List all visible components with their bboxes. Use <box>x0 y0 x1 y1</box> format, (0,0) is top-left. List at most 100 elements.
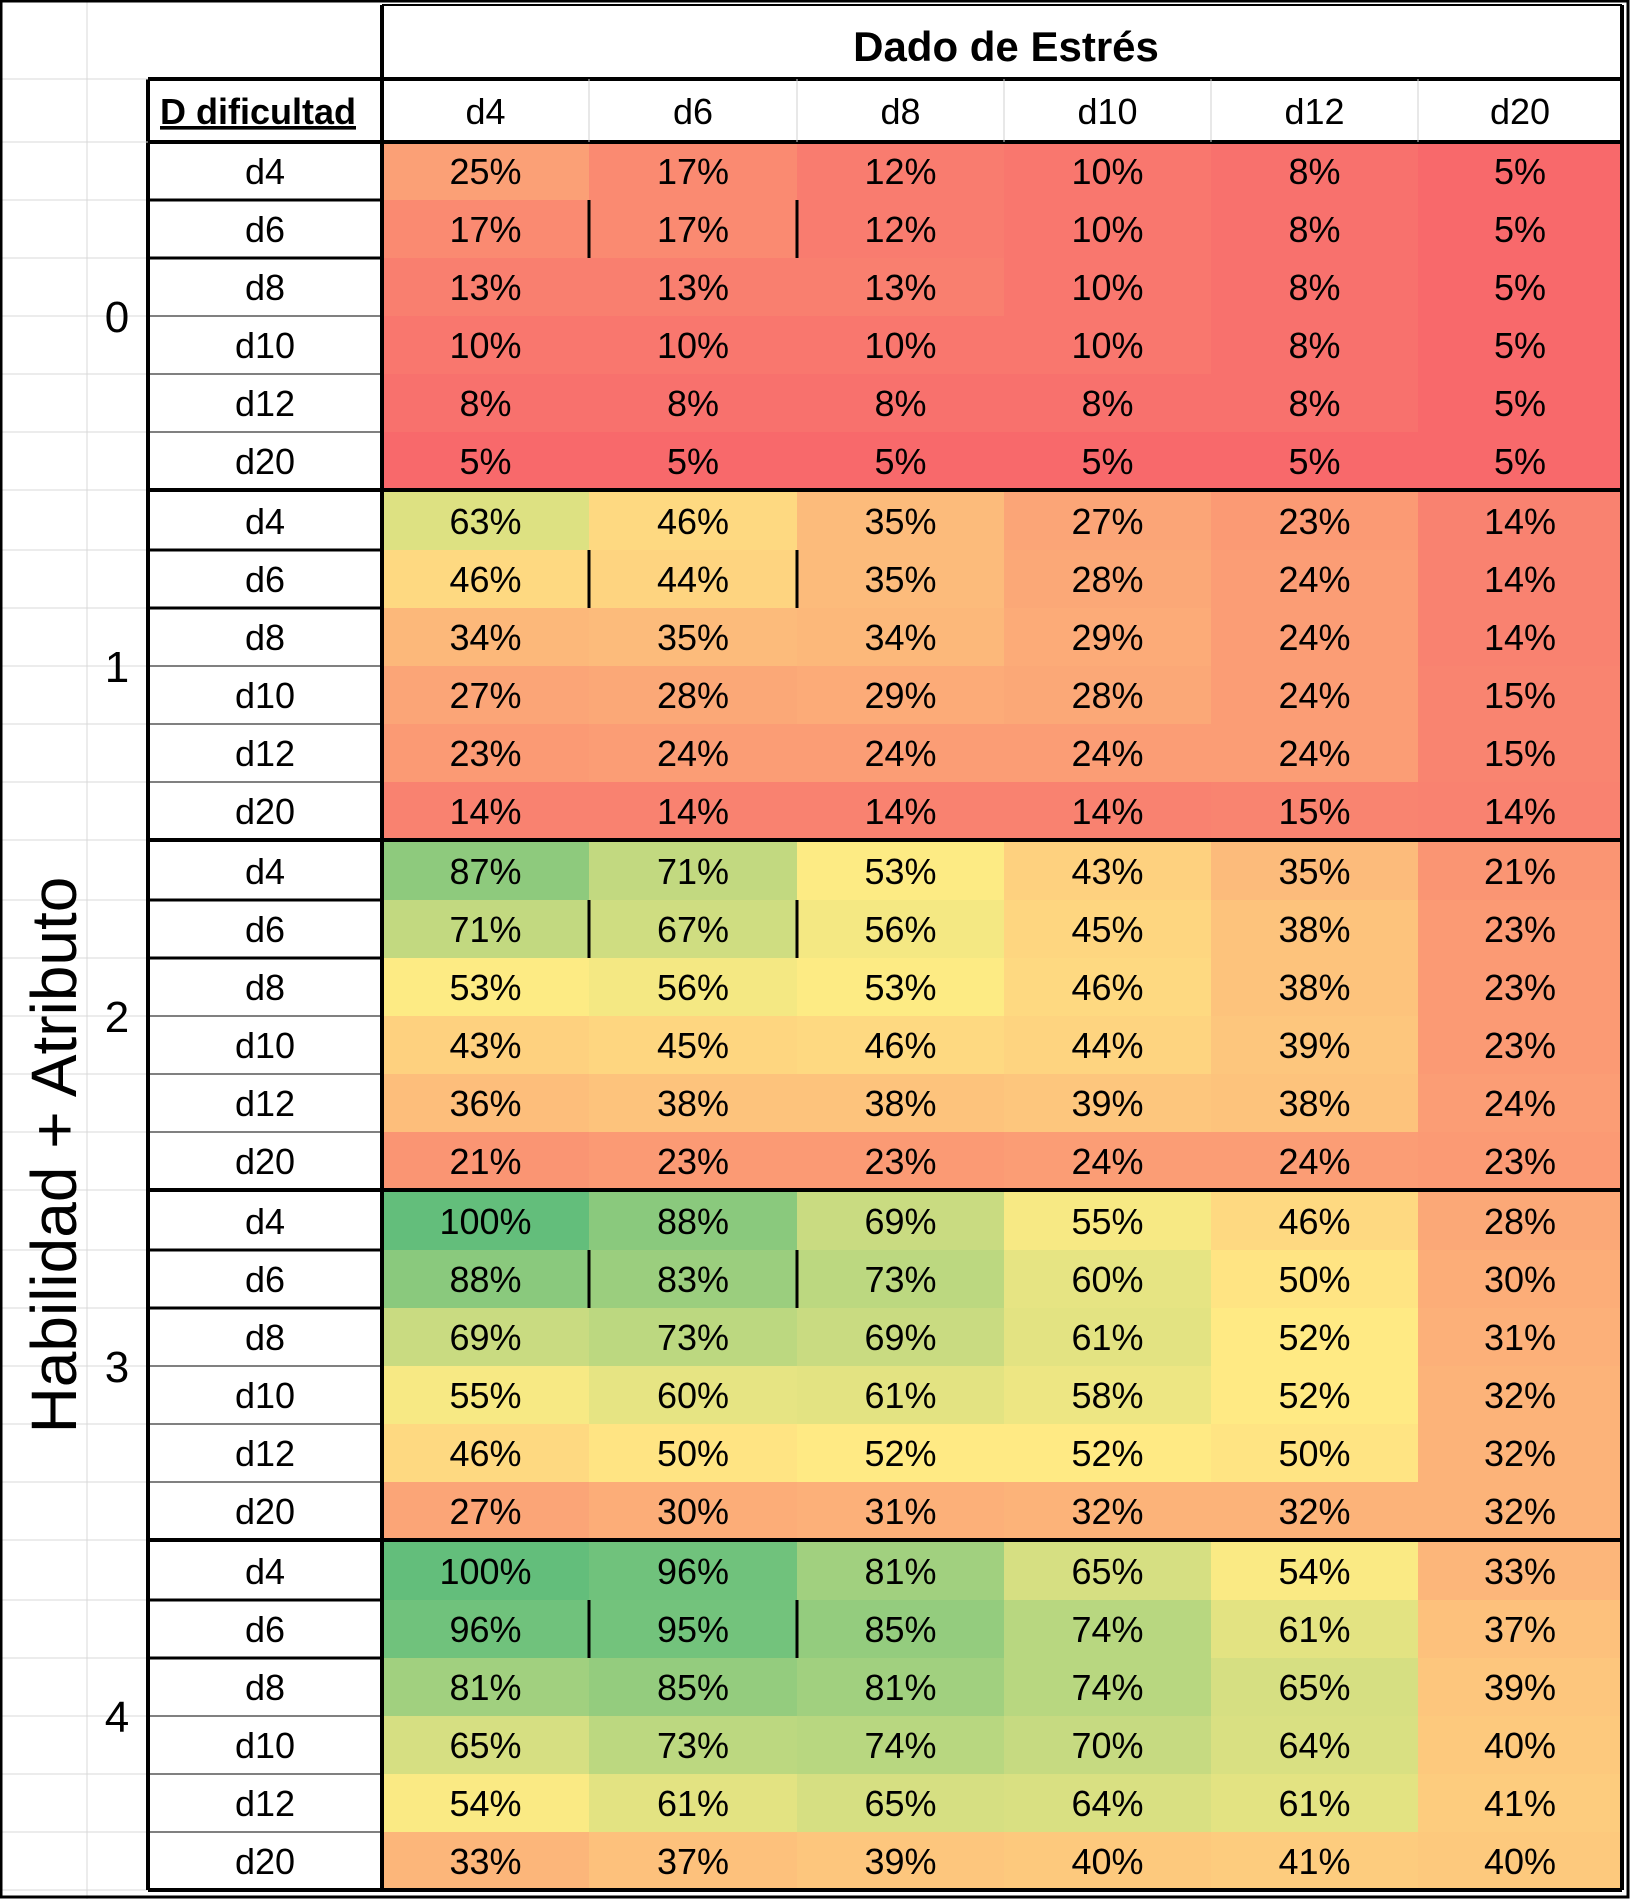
value-text: 88% <box>657 1201 729 1242</box>
value-text: 14% <box>1484 501 1556 542</box>
value-cell <box>1418 1600 1622 1658</box>
value-text: 23% <box>657 1141 729 1182</box>
value-text: 10% <box>657 325 729 366</box>
value-cell <box>1004 1600 1211 1658</box>
side-label: Habilidad + Atributo <box>18 877 90 1434</box>
value-cell <box>382 1192 589 1250</box>
value-text: 32% <box>1484 1491 1556 1532</box>
value-text: 27% <box>449 675 521 716</box>
row-label: d12 <box>235 1083 295 1124</box>
value-cell <box>1418 200 1622 258</box>
value-cell <box>382 1716 589 1774</box>
value-cell <box>1418 958 1622 1016</box>
row-label: d20 <box>235 791 295 832</box>
value-text: 65% <box>864 1783 936 1824</box>
value-text: 12% <box>864 151 936 192</box>
value-cell <box>1418 1424 1622 1482</box>
value-cell <box>1418 1716 1622 1774</box>
value-text: 71% <box>657 851 729 892</box>
value-text: 24% <box>1278 617 1350 658</box>
value-cell <box>382 1774 589 1832</box>
row-label: d4 <box>245 151 285 192</box>
value-text: 40% <box>1071 1841 1143 1882</box>
value-cell <box>1211 1658 1418 1716</box>
row-label: d8 <box>245 267 285 308</box>
value-cell <box>797 492 1004 550</box>
value-text: 28% <box>1484 1201 1556 1242</box>
value-text: 74% <box>864 1725 936 1766</box>
value-cell <box>1004 1308 1211 1366</box>
value-cell <box>1004 1366 1211 1424</box>
row-label: d10 <box>235 325 295 366</box>
value-cell <box>589 316 797 374</box>
value-cell <box>1004 1542 1211 1600</box>
value-cell <box>1004 550 1211 608</box>
value-cell <box>797 1366 1004 1424</box>
value-cell <box>589 842 797 900</box>
value-text: 10% <box>864 325 936 366</box>
value-text: 61% <box>657 1783 729 1824</box>
value-text: 65% <box>1278 1667 1350 1708</box>
value-text: 63% <box>449 501 521 542</box>
value-cell <box>1211 1132 1418 1190</box>
value-cell <box>589 958 797 1016</box>
value-text: 38% <box>657 1083 729 1124</box>
value-cell <box>382 1542 589 1600</box>
value-text: 5% <box>1494 151 1546 192</box>
value-cell <box>1418 1774 1622 1832</box>
value-cell <box>382 1308 589 1366</box>
value-cell <box>1211 724 1418 782</box>
value-cell <box>1004 1658 1211 1716</box>
value-cell <box>1211 666 1418 724</box>
corner-label: D dificultad <box>160 91 356 132</box>
value-text: 65% <box>1071 1551 1143 1592</box>
value-text: 40% <box>1484 1841 1556 1882</box>
value-text: 23% <box>1484 1141 1556 1182</box>
value-text: 50% <box>657 1433 729 1474</box>
value-cell <box>589 666 797 724</box>
value-cell <box>1211 958 1418 1016</box>
value-cell <box>797 1542 1004 1600</box>
value-text: 65% <box>449 1725 521 1766</box>
value-text: 8% <box>1081 383 1133 424</box>
value-cell <box>1211 492 1418 550</box>
value-cell <box>1004 608 1211 666</box>
value-text: 24% <box>1071 733 1143 774</box>
value-cell <box>797 1482 1004 1540</box>
value-text: 21% <box>1484 851 1556 892</box>
value-cell <box>797 432 1004 490</box>
value-cell <box>589 1424 797 1482</box>
value-cell <box>382 492 589 550</box>
value-cell <box>1418 900 1622 958</box>
row-label: d6 <box>245 1259 285 1300</box>
value-cell <box>1004 842 1211 900</box>
row-label: d4 <box>245 1551 285 1592</box>
value-cell <box>382 1132 589 1190</box>
value-text: 13% <box>864 267 936 308</box>
value-text: 14% <box>864 791 936 832</box>
value-cell <box>797 958 1004 1016</box>
value-cell <box>1004 432 1211 490</box>
value-cell <box>797 1250 1004 1308</box>
value-text: 73% <box>657 1725 729 1766</box>
value-text: 33% <box>1484 1551 1556 1592</box>
value-cell <box>589 1192 797 1250</box>
value-text: 81% <box>864 1551 936 1592</box>
value-text: 56% <box>657 967 729 1008</box>
value-cell <box>1004 1250 1211 1308</box>
value-cell <box>1004 958 1211 1016</box>
value-text: 38% <box>1278 1083 1350 1124</box>
value-text: 14% <box>1484 617 1556 658</box>
value-text: 45% <box>657 1025 729 1066</box>
value-cell <box>589 1482 797 1540</box>
value-text: 24% <box>1278 675 1350 716</box>
value-text: 5% <box>1288 441 1340 482</box>
value-text: 34% <box>864 617 936 658</box>
value-cell <box>1418 1250 1622 1308</box>
value-text: 50% <box>1278 1259 1350 1300</box>
value-cell <box>1418 550 1622 608</box>
row-label: d10 <box>235 1725 295 1766</box>
value-text: 81% <box>864 1667 936 1708</box>
value-text: 23% <box>1484 909 1556 950</box>
